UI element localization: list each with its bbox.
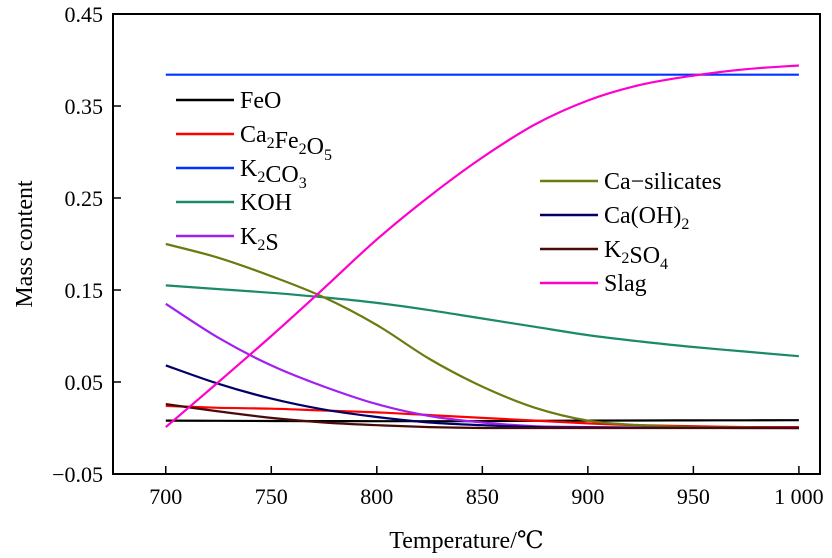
x-tick-label: 1 000 bbox=[774, 484, 824, 509]
x-tick-label: 800 bbox=[360, 484, 393, 509]
x-axis: 700 750 800 850 900 950 1 000 bbox=[149, 466, 824, 509]
legend-label: Slag bbox=[604, 271, 647, 297]
legend-label: K2CO3 bbox=[240, 156, 307, 192]
legend-item: K2SO4 bbox=[540, 237, 668, 273]
plot-frame bbox=[112, 13, 821, 475]
series-line bbox=[165, 403, 799, 430]
legend-label: K2S bbox=[240, 224, 279, 256]
legend-item: Ca(OH)2 bbox=[540, 203, 689, 233]
legend-item: K2S bbox=[176, 224, 279, 256]
legend-item: KOH bbox=[176, 190, 292, 216]
series-line bbox=[165, 419, 799, 423]
legend-item: Ca2Fe2O5 bbox=[176, 122, 332, 164]
series-line bbox=[165, 64, 799, 428]
y-tick-label: 0.45 bbox=[65, 2, 104, 27]
legend-item: K2CO3 bbox=[176, 156, 307, 192]
legend-label: K2SO4 bbox=[604, 237, 668, 273]
x-tick-label: 750 bbox=[255, 484, 288, 509]
legend-label: FeO bbox=[240, 88, 281, 114]
y-tick-label: 0.35 bbox=[65, 94, 104, 119]
legend-label: Ca2Fe2O5 bbox=[240, 122, 332, 164]
series-line bbox=[165, 242, 799, 430]
legend-label: Ca−silicates bbox=[604, 169, 722, 195]
y-axis-title: Mass content bbox=[12, 180, 38, 308]
series-layer bbox=[165, 64, 799, 430]
legend-label: Ca(OH)2 bbox=[604, 203, 689, 233]
x-tick-label: 850 bbox=[466, 484, 499, 509]
y-tick-label: 0.15 bbox=[65, 278, 104, 303]
y-axis: −0.05 0.05 0.15 0.25 0.35 0.45 bbox=[52, 2, 121, 487]
x-tick-label: 900 bbox=[571, 484, 604, 509]
x-tick-label: 950 bbox=[677, 484, 710, 509]
y-tick-label: 0.05 bbox=[65, 370, 104, 395]
legend-item: Ca−silicates bbox=[540, 169, 722, 195]
legend-label: KOH bbox=[240, 190, 292, 216]
x-tick-label: 700 bbox=[149, 484, 182, 509]
y-tick-label: −0.05 bbox=[52, 462, 103, 487]
legend-item: Slag bbox=[540, 271, 647, 297]
legend-item: FeO bbox=[176, 88, 281, 114]
x-axis-title: Temperature/℃ bbox=[389, 528, 543, 554]
series-line bbox=[165, 284, 799, 358]
y-tick-label: 0.25 bbox=[65, 186, 104, 211]
